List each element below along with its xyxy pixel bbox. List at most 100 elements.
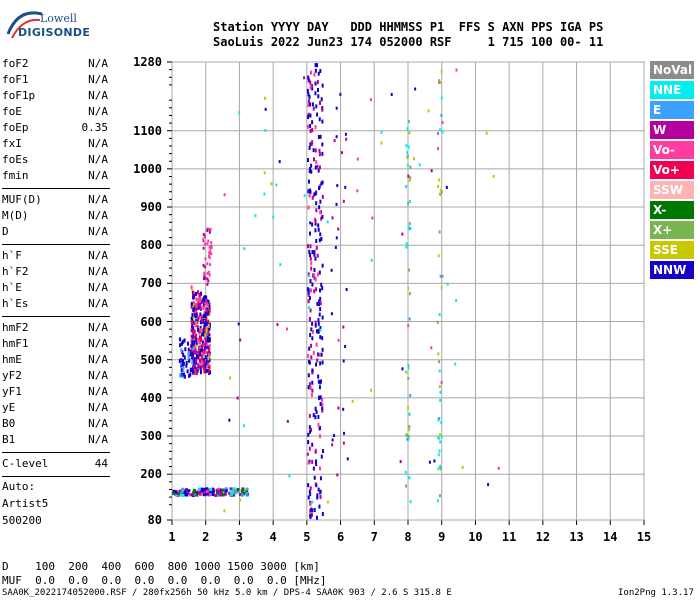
echo-point xyxy=(307,115,310,120)
echo-point xyxy=(196,350,199,355)
echo-point xyxy=(202,314,205,319)
echo-point xyxy=(204,326,207,331)
echo-point xyxy=(204,306,207,311)
echo-point xyxy=(317,227,320,232)
echo-point xyxy=(314,449,317,454)
echo-point xyxy=(203,265,206,269)
echo-point xyxy=(314,91,317,96)
echo-point xyxy=(195,493,199,497)
echo-point xyxy=(204,369,207,374)
echo-point xyxy=(190,348,193,353)
echo-point xyxy=(205,295,208,300)
echo-point xyxy=(211,489,215,493)
echo-point xyxy=(321,360,324,365)
echo-point xyxy=(204,301,207,306)
echo-point xyxy=(205,360,208,365)
x-tick-label: 10 xyxy=(468,530,483,544)
echo-point xyxy=(314,221,317,226)
echo-point xyxy=(314,148,317,153)
param-row-ye: yE N/A xyxy=(2,400,108,416)
echo-point xyxy=(340,151,343,155)
echo-point xyxy=(308,249,311,254)
echo-point xyxy=(439,274,442,278)
echo-point xyxy=(309,492,312,497)
param-row-fof1: foF1 N/A xyxy=(2,72,108,88)
echo-point xyxy=(310,427,313,432)
echo-point xyxy=(317,414,320,419)
echo-point xyxy=(312,250,315,255)
echo-point xyxy=(321,512,324,517)
echo-point xyxy=(192,316,195,321)
echo-point xyxy=(492,174,495,178)
echo-point xyxy=(310,393,313,398)
param-value: N/A xyxy=(88,369,108,382)
echo-point xyxy=(202,237,205,241)
header-values: SaoLuis 2022 Jun23 174 052000 RSF 1 715 … xyxy=(213,35,603,49)
echo-point xyxy=(311,86,314,91)
y-tick-label: 900 xyxy=(140,200,162,215)
echo-point xyxy=(315,287,318,292)
echo-point xyxy=(439,440,442,444)
echo-point xyxy=(315,160,318,165)
echo-point xyxy=(309,429,312,434)
echo-point xyxy=(185,360,188,365)
echo-point xyxy=(207,279,210,283)
echo-point xyxy=(318,270,321,275)
echo-point xyxy=(276,323,279,327)
echo-point xyxy=(336,184,339,188)
param-row-b1: B1 N/A xyxy=(2,432,108,448)
echo-point xyxy=(207,308,210,313)
echo-point xyxy=(199,358,202,363)
echo-point xyxy=(309,244,312,249)
echo-point xyxy=(310,288,313,293)
echo-point xyxy=(311,368,314,373)
echo-point xyxy=(199,320,202,325)
echo-point xyxy=(320,97,323,102)
legend-entry-xplus: X+ xyxy=(650,221,694,239)
echo-point xyxy=(193,310,196,315)
echo-point xyxy=(318,352,321,357)
echo-point xyxy=(200,317,203,322)
echo-point xyxy=(190,285,193,290)
echo-point xyxy=(319,402,322,407)
param-row-fof2: foF2 N/A xyxy=(2,56,108,72)
echo-point xyxy=(202,303,205,308)
echo-point xyxy=(207,323,210,328)
echo-point xyxy=(190,344,193,349)
echo-point xyxy=(245,491,249,495)
echo-point xyxy=(203,349,206,354)
header-value-pps: 100 xyxy=(531,35,553,49)
x-tick-label: 15 xyxy=(636,530,652,544)
echo-point xyxy=(408,200,411,204)
echo-point xyxy=(320,282,323,287)
echo-point xyxy=(311,329,314,334)
echo-point xyxy=(203,324,206,329)
param-value: N/A xyxy=(88,417,108,430)
echo-point xyxy=(407,225,410,229)
echo-point xyxy=(346,457,349,461)
echo-point xyxy=(311,321,314,326)
echo-point xyxy=(326,500,329,504)
echo-point xyxy=(314,219,317,224)
echo-point xyxy=(309,308,312,313)
echo-point xyxy=(206,302,209,307)
header-value-day: Jun23 xyxy=(306,35,344,49)
echo-point xyxy=(308,382,311,387)
echo-point xyxy=(318,186,321,191)
param-value: 0.35 xyxy=(81,121,109,134)
echo-point xyxy=(306,124,309,129)
echo-point xyxy=(195,321,198,326)
echo-point xyxy=(321,194,324,199)
echo-point xyxy=(190,334,193,339)
echo-point xyxy=(194,490,198,494)
echo-point xyxy=(337,406,340,410)
echo-point xyxy=(440,96,443,100)
echo-point xyxy=(433,459,436,463)
echo-point xyxy=(205,328,208,333)
echo-point xyxy=(201,356,204,361)
echo-point xyxy=(195,366,198,371)
param-row-d: D N/A xyxy=(2,224,108,240)
echo-point xyxy=(204,276,207,280)
echo-point xyxy=(405,245,408,249)
echo-point xyxy=(316,253,319,258)
